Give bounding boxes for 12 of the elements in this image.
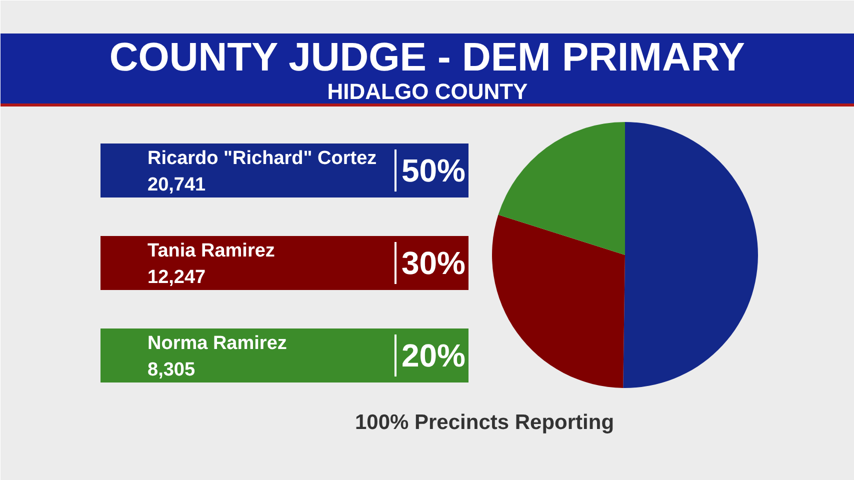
text: 20%	[401, 338, 466, 374]
legend-label: Ricardo "Richard" Cortez	[148, 148, 377, 169]
data-label: 12,247	[148, 267, 206, 288]
text: 30%	[401, 245, 466, 281]
chart-title: COUNTY JUDGE - DEM PRIMARY	[109, 36, 746, 80]
legend-label: Tania Ramirez	[148, 240, 275, 262]
data-label: 8,305	[148, 360, 196, 380]
chart-subtitle: HIDALGO COUNTY	[327, 79, 528, 104]
text: 50%	[401, 152, 466, 188]
data-label: 20,741	[148, 174, 206, 196]
legend-label: Norma Ramirez	[148, 333, 287, 354]
text: 100% Precincts Reporting	[354, 411, 614, 434]
